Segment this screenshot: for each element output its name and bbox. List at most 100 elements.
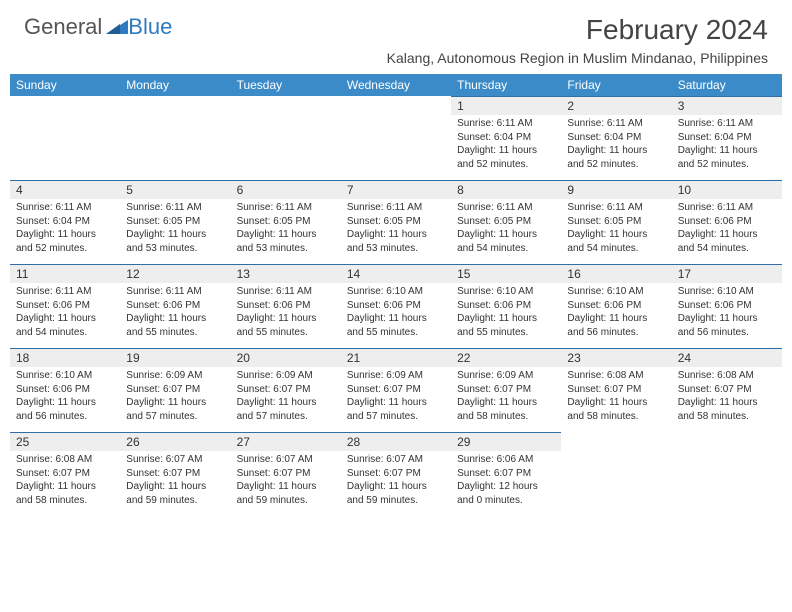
calendar-cell: 7Sunrise: 6:11 AMSunset: 6:05 PMDaylight… (341, 180, 451, 264)
day-details: Sunrise: 6:08 AMSunset: 6:07 PMDaylight:… (561, 367, 671, 427)
calendar-cell: 12Sunrise: 6:11 AMSunset: 6:06 PMDayligh… (120, 264, 230, 348)
daylight-line-2: and 53 minutes. (347, 242, 445, 256)
sunrise-line: Sunrise: 6:11 AM (237, 201, 335, 215)
daylight-line-2: and 55 minutes. (347, 326, 445, 340)
daylight-line-2: and 54 minutes. (457, 242, 555, 256)
daylight-line-1: Daylight: 11 hours (567, 228, 665, 242)
daylight-line-2: and 54 minutes. (567, 242, 665, 256)
day-number: 7 (341, 180, 451, 199)
calendar-cell: 4Sunrise: 6:11 AMSunset: 6:04 PMDaylight… (10, 180, 120, 264)
daylight-line-1: Daylight: 11 hours (567, 312, 665, 326)
day-header-row: Sunday Monday Tuesday Wednesday Thursday… (10, 74, 782, 96)
daylight-line-2: and 0 minutes. (457, 494, 555, 508)
sunset-line: Sunset: 6:07 PM (347, 467, 445, 481)
daylight-line-1: Daylight: 11 hours (16, 396, 114, 410)
sunrise-line: Sunrise: 6:11 AM (16, 285, 114, 299)
day-number: 22 (451, 348, 561, 367)
daylight-line-1: Daylight: 11 hours (678, 396, 776, 410)
calendar-cell: 11Sunrise: 6:11 AMSunset: 6:06 PMDayligh… (10, 264, 120, 348)
calendar-cell: 29Sunrise: 6:06 AMSunset: 6:07 PMDayligh… (451, 432, 561, 516)
calendar-cell: 16Sunrise: 6:10 AMSunset: 6:06 PMDayligh… (561, 264, 671, 348)
sunrise-line: Sunrise: 6:10 AM (678, 285, 776, 299)
day-details: Sunrise: 6:10 AMSunset: 6:06 PMDaylight:… (672, 283, 782, 343)
calendar-cell: 21Sunrise: 6:09 AMSunset: 6:07 PMDayligh… (341, 348, 451, 432)
calendar-cell: 3Sunrise: 6:11 AMSunset: 6:04 PMDaylight… (672, 96, 782, 180)
day-details: Sunrise: 6:09 AMSunset: 6:07 PMDaylight:… (341, 367, 451, 427)
calendar-cell: 17Sunrise: 6:10 AMSunset: 6:06 PMDayligh… (672, 264, 782, 348)
daylight-line-2: and 57 minutes. (237, 410, 335, 424)
daylight-line-1: Daylight: 11 hours (457, 396, 555, 410)
daylight-line-1: Daylight: 11 hours (347, 228, 445, 242)
day-details: Sunrise: 6:06 AMSunset: 6:07 PMDaylight:… (451, 451, 561, 511)
calendar-cell: 22Sunrise: 6:09 AMSunset: 6:07 PMDayligh… (451, 348, 561, 432)
day-number: 25 (10, 432, 120, 451)
daylight-line-2: and 54 minutes. (678, 242, 776, 256)
header: General Blue February 2024 Kalang, Auton… (0, 0, 792, 74)
daylight-line-1: Daylight: 11 hours (347, 480, 445, 494)
daylight-line-2: and 52 minutes. (16, 242, 114, 256)
day-number: 12 (120, 264, 230, 283)
logo-triangle-icon (106, 14, 128, 40)
sunrise-line: Sunrise: 6:11 AM (678, 201, 776, 215)
calendar-cell: 6Sunrise: 6:11 AMSunset: 6:05 PMDaylight… (231, 180, 341, 264)
calendar-week-row: 18Sunrise: 6:10 AMSunset: 6:06 PMDayligh… (10, 348, 782, 432)
daylight-line-2: and 59 minutes. (237, 494, 335, 508)
daylight-line-2: and 52 minutes. (567, 158, 665, 172)
day-details: Sunrise: 6:07 AMSunset: 6:07 PMDaylight:… (341, 451, 451, 511)
sunrise-line: Sunrise: 6:10 AM (16, 369, 114, 383)
day-details: Sunrise: 6:09 AMSunset: 6:07 PMDaylight:… (451, 367, 561, 427)
daylight-line-2: and 54 minutes. (16, 326, 114, 340)
day-number: 27 (231, 432, 341, 451)
daylight-line-1: Daylight: 11 hours (457, 228, 555, 242)
day-details: Sunrise: 6:11 AMSunset: 6:05 PMDaylight:… (120, 199, 230, 259)
daylight-line-2: and 55 minutes. (237, 326, 335, 340)
sunset-line: Sunset: 6:07 PM (347, 383, 445, 397)
day-number: 3 (672, 96, 782, 115)
calendar-cell: 8Sunrise: 6:11 AMSunset: 6:05 PMDaylight… (451, 180, 561, 264)
day-number: 6 (231, 180, 341, 199)
sunrise-line: Sunrise: 6:11 AM (678, 117, 776, 131)
sunset-line: Sunset: 6:06 PM (457, 299, 555, 313)
daylight-line-1: Daylight: 11 hours (237, 396, 335, 410)
daylight-line-1: Daylight: 11 hours (237, 312, 335, 326)
sunrise-line: Sunrise: 6:09 AM (237, 369, 335, 383)
day-number: 13 (231, 264, 341, 283)
day-details: Sunrise: 6:11 AMSunset: 6:05 PMDaylight:… (341, 199, 451, 259)
day-number: 8 (451, 180, 561, 199)
sunrise-line: Sunrise: 6:07 AM (126, 453, 224, 467)
daylight-line-2: and 55 minutes. (457, 326, 555, 340)
calendar-cell: 25Sunrise: 6:08 AMSunset: 6:07 PMDayligh… (10, 432, 120, 516)
daylight-line-2: and 58 minutes. (567, 410, 665, 424)
sunset-line: Sunset: 6:06 PM (678, 215, 776, 229)
day-details: Sunrise: 6:07 AMSunset: 6:07 PMDaylight:… (120, 451, 230, 511)
sunrise-line: Sunrise: 6:11 AM (347, 201, 445, 215)
sunrise-line: Sunrise: 6:11 AM (457, 117, 555, 131)
sunset-line: Sunset: 6:07 PM (678, 383, 776, 397)
sunrise-line: Sunrise: 6:11 AM (567, 117, 665, 131)
day-details: Sunrise: 6:09 AMSunset: 6:07 PMDaylight:… (231, 367, 341, 427)
daylight-line-1: Daylight: 11 hours (678, 144, 776, 158)
daylight-line-2: and 57 minutes. (126, 410, 224, 424)
sunrise-line: Sunrise: 6:07 AM (347, 453, 445, 467)
sunset-line: Sunset: 6:07 PM (457, 467, 555, 481)
day-number: 23 (561, 348, 671, 367)
month-title: February 2024 (387, 14, 768, 46)
sunset-line: Sunset: 6:07 PM (237, 467, 335, 481)
sunrise-line: Sunrise: 6:09 AM (126, 369, 224, 383)
daylight-line-1: Daylight: 11 hours (16, 228, 114, 242)
day-header: Saturday (672, 74, 782, 96)
daylight-line-1: Daylight: 11 hours (16, 480, 114, 494)
calendar-week-row: 4Sunrise: 6:11 AMSunset: 6:04 PMDaylight… (10, 180, 782, 264)
day-number: 10 (672, 180, 782, 199)
sunset-line: Sunset: 6:04 PM (457, 131, 555, 145)
calendar-cell: 9Sunrise: 6:11 AMSunset: 6:05 PMDaylight… (561, 180, 671, 264)
day-details: Sunrise: 6:08 AMSunset: 6:07 PMDaylight:… (672, 367, 782, 427)
sunrise-line: Sunrise: 6:11 AM (16, 201, 114, 215)
day-number: 2 (561, 96, 671, 115)
daylight-line-1: Daylight: 11 hours (678, 228, 776, 242)
title-block: February 2024 Kalang, Autonomous Region … (387, 14, 768, 72)
sunset-line: Sunset: 6:05 PM (237, 215, 335, 229)
calendar-cell: 19Sunrise: 6:09 AMSunset: 6:07 PMDayligh… (120, 348, 230, 432)
day-number: 18 (10, 348, 120, 367)
daylight-line-1: Daylight: 11 hours (347, 396, 445, 410)
